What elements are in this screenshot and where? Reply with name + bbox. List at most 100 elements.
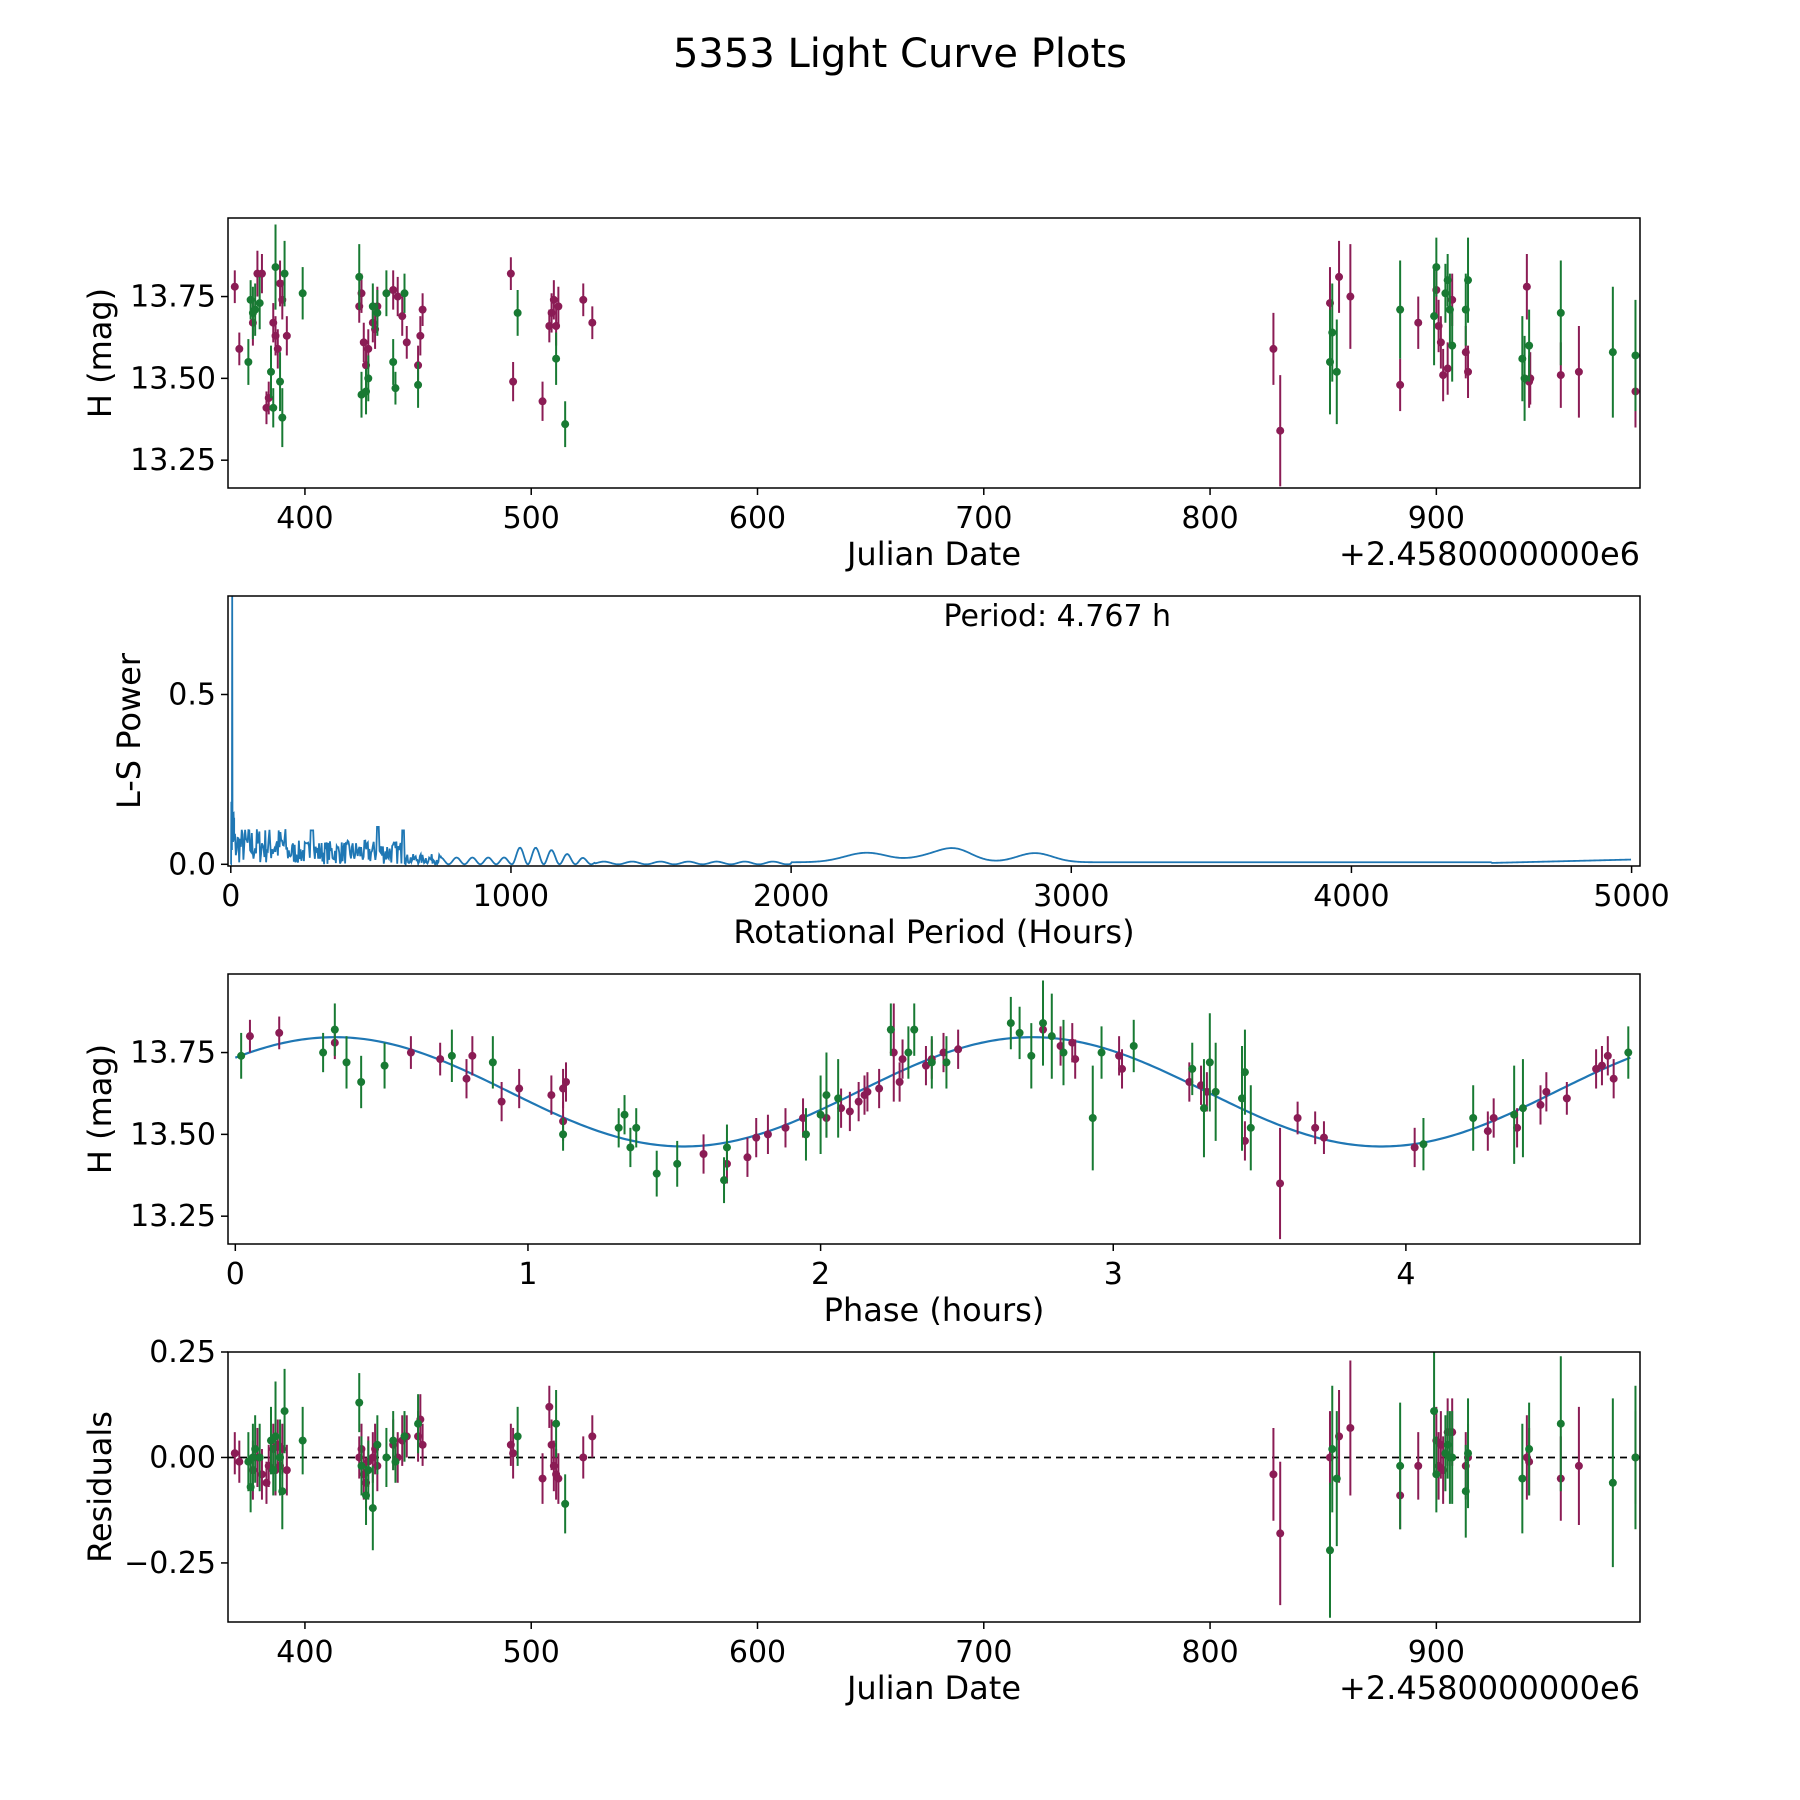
data-point [1269,344,1278,353]
x-tick-label: 400 [276,1635,333,1670]
data-point [1015,1028,1024,1037]
data-point [402,338,411,347]
data-point [342,1058,351,1067]
data-point [1520,374,1529,383]
data-point [368,302,377,311]
x-tick-label: 3 [1104,1257,1123,1292]
data-point [1439,371,1448,380]
data-point [1039,1019,1048,1028]
data-point [1574,1461,1583,1470]
data-point [1525,1445,1534,1454]
data-point [230,282,239,291]
data-point [1071,1055,1080,1064]
data-point [1542,1087,1551,1096]
y-tick-label: 13.25 [130,1199,216,1234]
data-point [462,1074,471,1083]
data-point [1059,1048,1068,1057]
data-point [1396,305,1405,314]
data-point [251,1445,260,1454]
data-point [886,1025,895,1034]
data-point [398,312,407,321]
data-point [1246,1123,1255,1132]
data-point [280,1407,289,1416]
x-offset-text: +2.4580000000e6 [1339,1669,1640,1707]
y-tick-label: 13.25 [130,443,216,478]
data-point [822,1091,831,1100]
data-point [1510,1110,1519,1119]
data-point [1414,1461,1423,1470]
data-point [552,354,561,363]
data-point [1396,380,1405,389]
data-point [1328,328,1337,337]
data-point [1276,1529,1285,1538]
series-magenta [245,1003,1618,1240]
data-point [547,1091,556,1100]
data-point [561,1499,570,1508]
plot-frame [227,1351,1641,1623]
x-tick-label: 900 [1408,1635,1465,1670]
series-magenta [230,240,1640,487]
data-point [418,1440,427,1449]
data-point [275,1028,284,1037]
x-tick-label: 500 [503,1635,560,1670]
x-tick-label: 600 [729,1635,786,1670]
data-point [357,1078,366,1086]
data-point [834,1094,843,1103]
data-point [271,1432,280,1441]
data-point [1608,348,1617,357]
data-point [1118,1064,1127,1073]
data-point [255,1453,264,1462]
data-point [942,1058,951,1067]
data-point [368,1504,377,1513]
data-point [355,1398,364,1407]
data-point [1047,1032,1056,1041]
data-point [552,1419,561,1428]
data-point [614,1123,623,1132]
data-point [1592,1064,1601,1073]
data-point [579,295,588,304]
data-point [1293,1114,1302,1122]
panel-periodogram: 0 1000 2000 3000 4000 5000 0.0 0.5 Rotational Pe… [110,595,1670,951]
data-point [1631,351,1640,360]
data-point [1188,1064,1197,1073]
data-point [1088,1114,1097,1122]
data-point [673,1159,682,1168]
data-point [245,1032,254,1041]
data-point [380,1061,389,1070]
x-tick-label: 1000 [473,879,549,914]
data-point [863,1087,872,1096]
data-point [509,1449,518,1458]
x-tick-label: 2 [811,1257,830,1292]
data-point [549,295,558,304]
data-point [1562,1094,1571,1103]
data-point [554,302,563,311]
data-point [406,1048,415,1057]
data-point [562,1078,571,1086]
data-point [1464,367,1473,376]
x-offset-text: +2.4580000000e6 [1339,535,1640,573]
data-point [1608,1478,1617,1487]
data-point [400,289,409,298]
data-point [1211,1087,1220,1096]
x-tick-label: 4 [1396,1257,1415,1292]
plot-area [230,224,1640,487]
data-point [1335,272,1344,281]
y-axis-label: H (mag) [81,1044,119,1174]
data-point [1332,367,1341,376]
data-point [781,1123,790,1132]
data-point [1556,308,1565,317]
x-tick-label: 0 [226,1257,245,1292]
data-point [1469,1114,1478,1122]
x-axis-label: Phase (hours) [824,1291,1045,1329]
x-tick-label: 500 [503,501,560,536]
y-tick-label: −0.25 [124,1546,216,1581]
data-point [538,1474,547,1483]
period-annotation: Period: 4.767 h [943,599,1171,634]
y-tick-label: 0.5 [168,677,216,712]
data-point [509,377,518,386]
x-axis-label: Julian Date [845,535,1021,573]
data-point [1536,1100,1545,1109]
x-tick-label: 0 [221,879,240,914]
data-point [447,1051,456,1060]
data-point [1006,1019,1015,1028]
